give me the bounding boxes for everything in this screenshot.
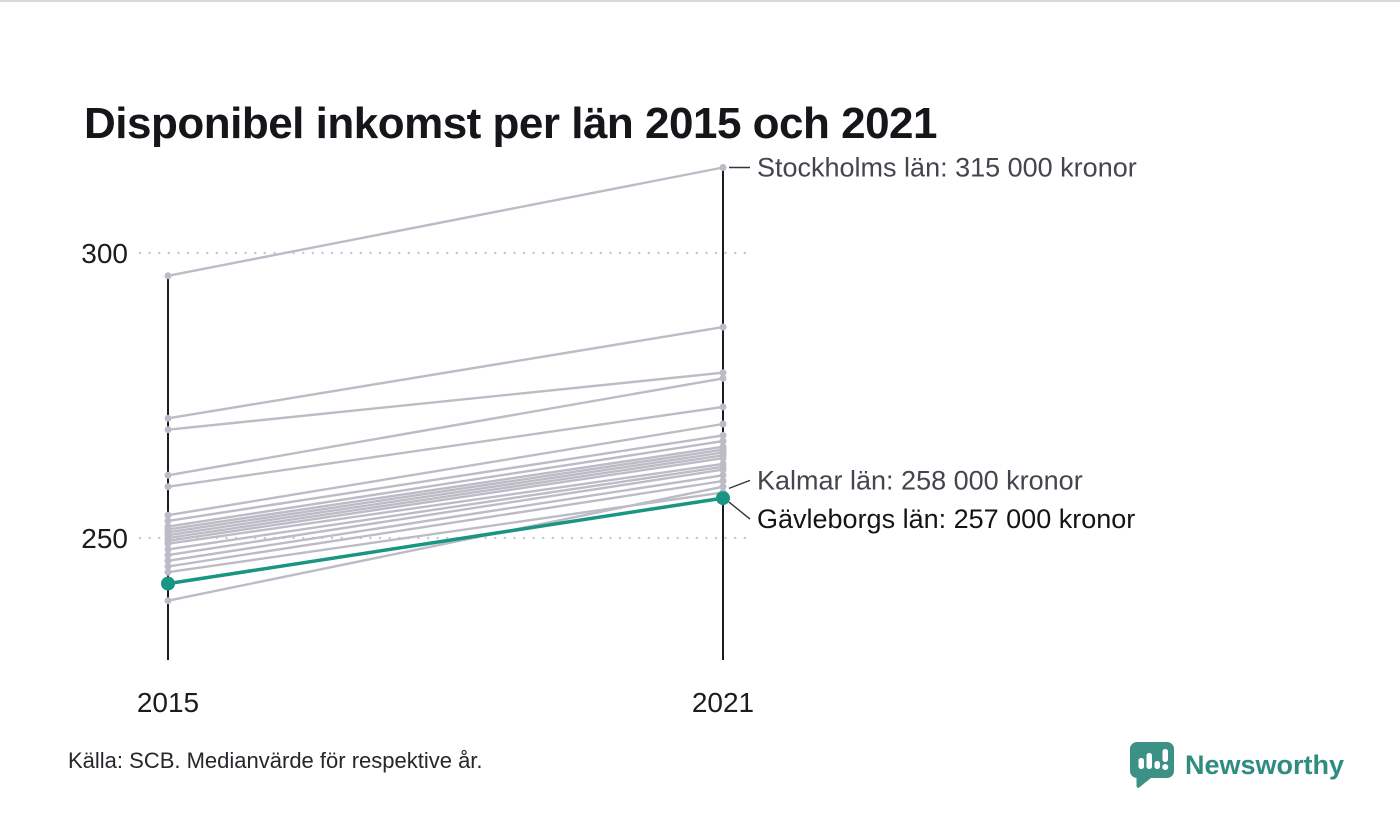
- county-line: [167, 474, 724, 562]
- county-line: [167, 462, 724, 545]
- county-line: [167, 457, 724, 543]
- brand-logo: Newsworthy: [1129, 740, 1344, 790]
- point-2021: [719, 323, 727, 331]
- point-2021: [719, 369, 727, 377]
- x-axis-label-2015: 2015: [137, 687, 199, 718]
- exclamation-dot: [1162, 764, 1169, 770]
- county-line: [167, 491, 724, 574]
- point-2021: [719, 431, 727, 439]
- top-border: [0, 0, 1400, 2]
- exclamation-bar: [1162, 749, 1168, 762]
- county-line: [167, 325, 724, 420]
- point-2021: [719, 437, 727, 445]
- point-2015: [164, 426, 172, 434]
- point-2021: [719, 403, 727, 411]
- point-2015: [164, 471, 172, 479]
- county-line: [167, 377, 724, 477]
- source-note: Källa: SCB. Medianvärde för respektive å…: [68, 748, 483, 773]
- annotation-label: Kalmar län: 258 000 kronor: [757, 465, 1083, 495]
- x-axis-label-2021: 2021: [692, 687, 754, 718]
- bar-chart-glyph: [1138, 749, 1169, 770]
- county-line: [167, 405, 724, 488]
- point-2021: [719, 374, 727, 382]
- point-2021: [719, 471, 727, 479]
- point-2021: [719, 420, 727, 428]
- annotation-label: Stockholms län: 315 000 kronor: [757, 153, 1137, 183]
- point-2021: [719, 466, 727, 474]
- county-line: [167, 434, 724, 523]
- point-2015: [164, 545, 172, 553]
- county-line: [167, 454, 724, 540]
- county-line: [167, 166, 724, 277]
- y-tick-label: 250: [81, 523, 128, 554]
- point-2015: [164, 551, 172, 559]
- point-2015: [164, 511, 172, 519]
- point-2015: [164, 557, 172, 565]
- point-2015: [164, 272, 172, 280]
- point-2015: [164, 568, 172, 576]
- point-2015: [164, 563, 172, 570]
- brand-wordmark: Newsworthy: [1184, 749, 1344, 780]
- county-line: [167, 448, 724, 534]
- county-line: [167, 479, 724, 568]
- annotation-label: Gävleborgs län: 257 000 kronor: [757, 504, 1135, 534]
- point-2021: [719, 483, 727, 491]
- county-line: [167, 468, 724, 557]
- point-2021: [719, 454, 727, 462]
- point-2015: [164, 517, 172, 525]
- county-line: [167, 445, 724, 531]
- newsworthy-bubble-icon: [1129, 742, 1174, 788]
- point-2015: [164, 483, 172, 491]
- county-line: [167, 451, 724, 537]
- point-2015: [161, 576, 175, 591]
- point-2021: [719, 164, 727, 171]
- point-2015: [164, 597, 172, 605]
- highlight-line: [167, 496, 724, 586]
- annotation-leader: [728, 479, 751, 490]
- county-line: [167, 422, 724, 517]
- annotation-leader: [728, 501, 751, 520]
- point-2015: [164, 540, 172, 548]
- county-line: [167, 465, 724, 551]
- point-2015: [164, 414, 172, 422]
- county-line: [167, 371, 724, 431]
- point-2021: [716, 491, 730, 506]
- y-tick-label: 300: [81, 238, 128, 269]
- chart-title: Disponibel inkomst per län 2015 och 2021: [84, 99, 937, 149]
- county-line: [167, 439, 724, 528]
- point-2021: [719, 477, 727, 485]
